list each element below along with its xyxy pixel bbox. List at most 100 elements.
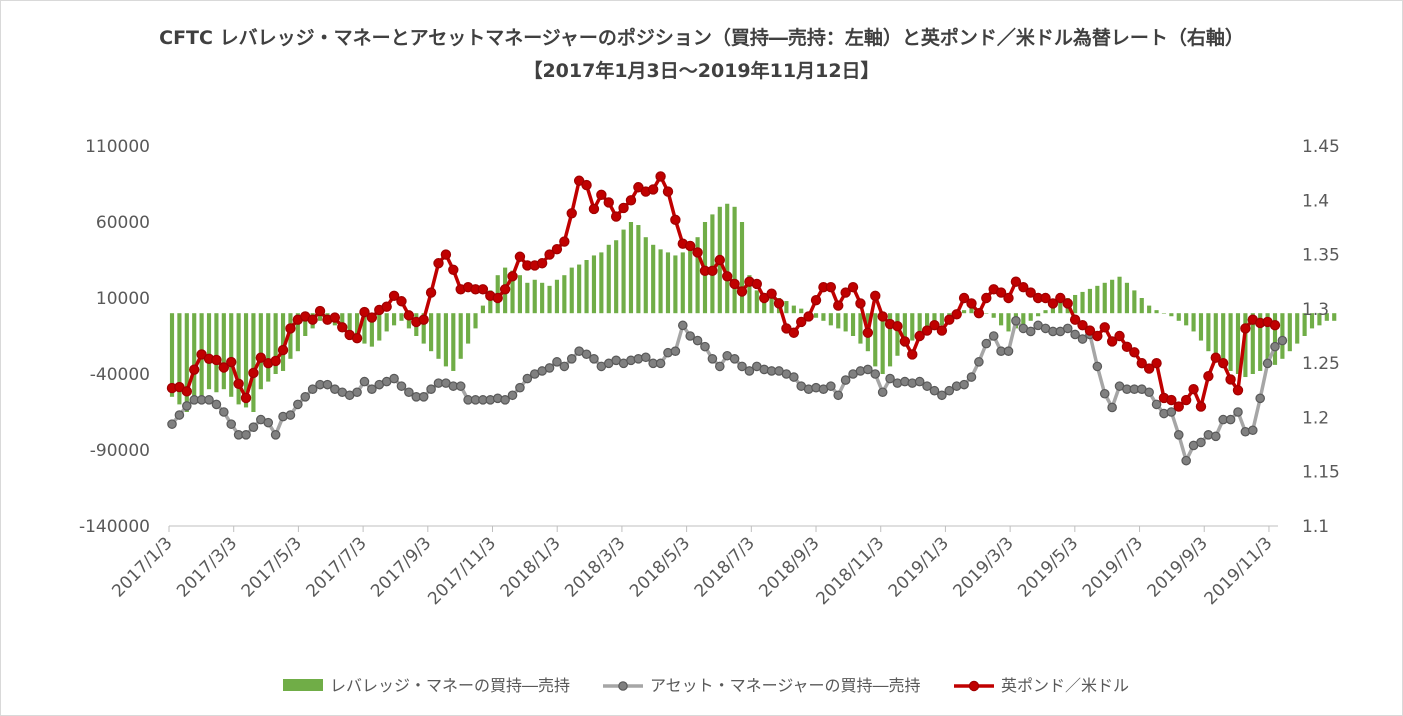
gbp-point — [914, 330, 925, 342]
asset-point — [226, 419, 237, 429]
legend-swatch-bar — [283, 679, 323, 691]
bar — [480, 305, 485, 314]
bar — [828, 313, 833, 326]
asset-point — [729, 353, 740, 364]
bar — [917, 313, 922, 336]
asset-point — [581, 349, 592, 360]
bar — [1213, 313, 1218, 359]
bar — [429, 313, 434, 352]
asset-point — [1225, 414, 1236, 425]
legend-label: アセット・マネージャーの買持―売持 — [650, 676, 921, 695]
bar — [695, 237, 700, 314]
left-tick-label: 110000 — [85, 137, 150, 157]
bar — [680, 252, 685, 314]
asset-point — [840, 375, 851, 385]
bar — [895, 313, 900, 356]
right-tick-label: 1.2 — [1302, 408, 1329, 428]
legend-label: レバレッジ・マネーの買持―売持 — [330, 676, 570, 695]
bar — [458, 313, 463, 359]
bar — [769, 294, 774, 314]
gbp-point — [1217, 357, 1229, 369]
bar — [184, 313, 189, 412]
gbp-point — [1062, 298, 1073, 309]
asset-point — [1107, 402, 1117, 413]
asset-point — [182, 401, 192, 411]
bar — [273, 313, 278, 374]
bar — [858, 313, 863, 344]
asset-point — [515, 382, 525, 393]
asset-point — [966, 372, 977, 382]
asset-point — [670, 346, 681, 356]
x-tick-label: 2017/5/3 — [238, 533, 306, 601]
bar — [221, 313, 226, 390]
bar — [732, 206, 737, 314]
right-tick-label: 1.35 — [1302, 246, 1340, 266]
asset-point — [885, 373, 895, 384]
bar — [466, 313, 471, 344]
gbp-point — [796, 316, 807, 328]
bar — [636, 225, 641, 314]
gbp-point — [1121, 341, 1133, 353]
bar — [843, 313, 848, 332]
asset-point — [914, 376, 925, 387]
asset-point — [877, 387, 888, 398]
bar — [303, 313, 308, 336]
bar — [354, 313, 360, 336]
bar — [969, 305, 974, 314]
bar — [1102, 282, 1107, 314]
gbp-point — [766, 288, 777, 299]
gbp-point — [492, 292, 503, 304]
asset-point — [870, 369, 881, 379]
gbp-point — [892, 321, 903, 332]
gbp-point — [314, 305, 326, 317]
gbp-point — [944, 314, 955, 325]
gbp-point — [1069, 314, 1081, 325]
gbp-point — [670, 214, 681, 226]
gbp-point — [255, 352, 267, 363]
bar — [473, 313, 478, 329]
bar — [1317, 313, 1322, 326]
bar — [599, 252, 604, 314]
x-tick-label: 2017/11/3 — [424, 533, 500, 609]
asset-point — [566, 353, 577, 364]
gbp-point — [1129, 347, 1140, 358]
gbp-point — [833, 300, 844, 311]
x-tick-label: 2017/7/3 — [303, 533, 371, 601]
bar — [517, 275, 522, 314]
bar — [880, 313, 885, 374]
bar — [532, 279, 537, 314]
right-tick-label: 1.15 — [1302, 463, 1340, 483]
gbp-point — [810, 294, 822, 306]
gbp-point — [211, 354, 222, 366]
gbp-point — [1225, 374, 1236, 385]
gbp-point — [1143, 363, 1155, 374]
bar — [591, 255, 597, 314]
gbp-point — [1010, 276, 1022, 287]
bar — [710, 214, 715, 314]
bar — [1287, 313, 1292, 352]
gbp-point — [788, 327, 800, 338]
bar — [621, 229, 626, 314]
bar — [369, 313, 374, 347]
chart-title-block: CFTC レバレッジ・マネーとアセットマネージャーのポジション（買持―売持：左軸… — [0, 22, 1403, 88]
gbp-point — [1269, 319, 1281, 331]
gbp-point — [958, 292, 970, 304]
bar — [554, 279, 560, 314]
x-tick-label: 2018/7/3 — [691, 533, 759, 601]
bar — [925, 313, 930, 332]
asset-point — [692, 335, 703, 346]
asset-point — [1144, 387, 1154, 398]
gbp-point — [425, 287, 437, 298]
bar — [1080, 291, 1085, 314]
bar — [1028, 313, 1033, 321]
asset-point — [1151, 399, 1162, 410]
gbp-point — [588, 203, 600, 215]
gbp-point — [973, 308, 985, 319]
gbp-point — [285, 323, 296, 334]
bar — [799, 308, 804, 314]
asset-point — [789, 372, 799, 382]
left-tick-label: -40000 — [90, 365, 150, 385]
bar — [192, 313, 197, 405]
right-tick-label: 1.3 — [1302, 300, 1329, 320]
bar — [651, 244, 656, 314]
